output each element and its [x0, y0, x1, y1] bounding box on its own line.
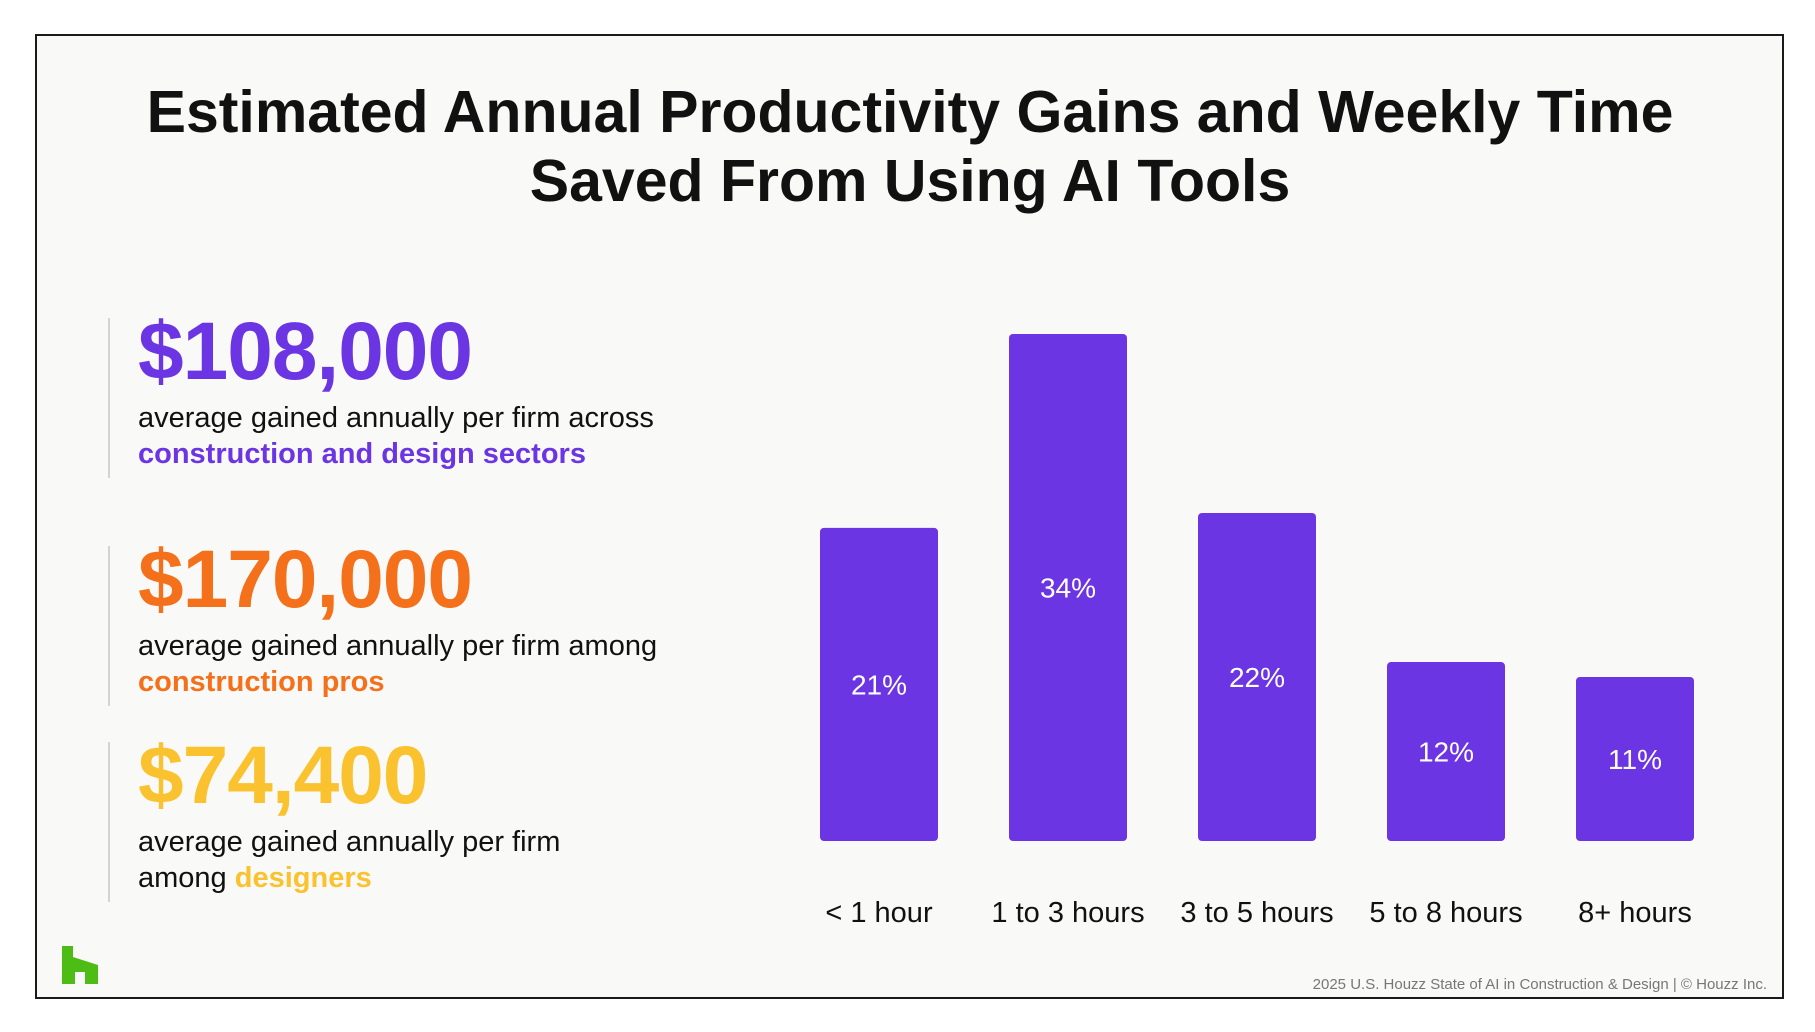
stat-value: $74,400	[138, 730, 428, 821]
category-label: < 1 hour	[825, 897, 933, 929]
stat-desc-text: average gained annually per firm among	[138, 630, 658, 662]
stat-desc-highlight: designers	[234, 862, 372, 894]
houzz-logo-icon	[62, 946, 98, 984]
stat-block-all-firms: $108,000 average gained annually per fir…	[108, 308, 654, 478]
bar-2	[1198, 512, 1316, 841]
bar-value-label: 11%	[1608, 744, 1662, 775]
bar-value-label: 34%	[1040, 573, 1096, 604]
stat-desc-highlight: construction and design sectors	[138, 438, 586, 470]
bar-value-label: 21%	[851, 669, 907, 700]
bar-value-label: 12%	[1418, 737, 1474, 768]
stat-desc-prefix: among	[138, 862, 227, 894]
stat-block-construction-pros: $170,000 average gained annually per fir…	[108, 536, 657, 706]
bar-4	[1576, 676, 1694, 841]
category-label: 5 to 8 hours	[1369, 897, 1522, 929]
stat-value: $108,000	[138, 306, 473, 397]
category-label: 1 to 3 hours	[991, 897, 1144, 929]
category-label: 3 to 5 hours	[1180, 897, 1333, 929]
title-line-2: Saved From Using AI Tools	[529, 148, 1291, 214]
bar-1	[1009, 334, 1127, 841]
bar-value-label: 22%	[1229, 662, 1285, 693]
stat-desc-text: average gained annually per firm across	[138, 402, 654, 434]
stat-description: average gained annually per firm among c…	[138, 628, 657, 700]
bar-0	[820, 527, 938, 841]
slide-title: Estimated Annual Productivity Gains and …	[60, 78, 1760, 216]
title-line-1: Estimated Annual Productivity Gains and …	[146, 79, 1674, 145]
footer-source: 2025 U.S. Houzz State of AI in Construct…	[1312, 976, 1767, 993]
stat-desc-highlight: construction pros	[138, 666, 385, 698]
stat-description: average gained annually per firm across …	[138, 400, 654, 472]
bar-3	[1387, 662, 1505, 841]
category-label: 8+ hours	[1578, 897, 1692, 929]
stat-block-designers: $74,400 average gained annually per firm…	[108, 732, 560, 902]
stat-desc-text: average gained annually per firm	[138, 826, 561, 858]
stat-description: average gained annually per firm among d…	[138, 824, 560, 896]
stat-value: $170,000	[138, 534, 473, 625]
